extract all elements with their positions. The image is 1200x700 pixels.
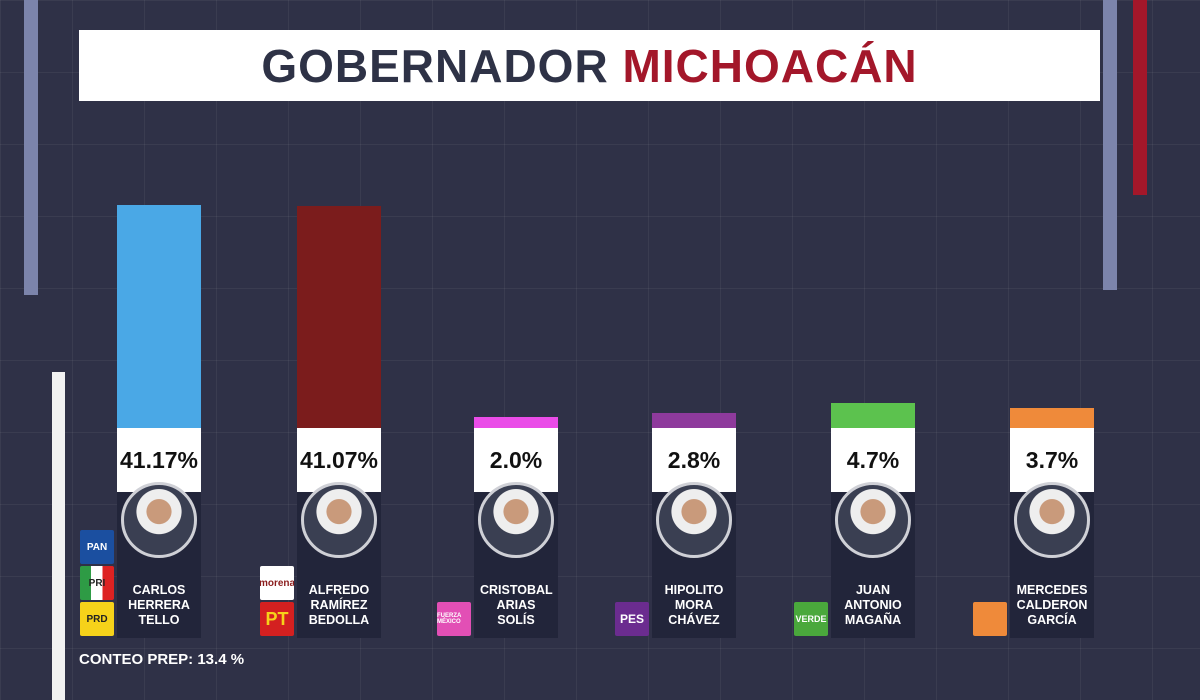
- party-logo: PES: [615, 602, 649, 636]
- candidate-name: JUAN ANTONIO MAGAÑA: [844, 583, 902, 627]
- value-label: 4.7%: [831, 428, 915, 492]
- deco-stripe: [1133, 0, 1147, 195]
- title-highlight: MICHOACÁN: [622, 39, 918, 92]
- candidate-name: HIPOLITO MORA CHÁVEZ: [664, 583, 724, 627]
- bar: [474, 417, 558, 428]
- candidate-photo: [656, 482, 732, 558]
- candidate-photo: [301, 482, 377, 558]
- party-logo: morena: [260, 566, 294, 600]
- bar: [297, 205, 381, 428]
- party-logo: [973, 602, 1007, 636]
- value-label: 3.7%: [1010, 428, 1094, 492]
- value-label: 41.17%: [117, 428, 201, 492]
- value-label: 41.07%: [297, 428, 381, 492]
- value-label: 2.0%: [474, 428, 558, 492]
- candidate-photo: [121, 482, 197, 558]
- party-logo: PT: [260, 602, 294, 636]
- candidate-name: CARLOS HERRERA TELLO: [128, 583, 190, 627]
- candidate-name: ALFREDO RAMÍREZ BEDOLLA: [308, 583, 370, 627]
- candidate-photo: [1014, 482, 1090, 558]
- candidate-photo: [835, 482, 911, 558]
- party-logo: PRD: [80, 602, 114, 636]
- party-logo: FUERZA MÉXICO: [437, 602, 471, 636]
- deco-stripe: [1103, 0, 1117, 290]
- deco-stripe: [52, 372, 65, 700]
- bar: [1010, 407, 1094, 428]
- title: GOBERNADOR: [261, 39, 609, 92]
- party-logo: VERDE: [794, 602, 828, 636]
- title-box: GOBERNADOR MICHOACÁN: [79, 30, 1100, 101]
- bar: [117, 205, 201, 428]
- candidate-name: CRISTOBAL ARIAS SOLÍS: [480, 583, 553, 627]
- candidate-name: MERCEDES CALDERON GARCÍA: [1016, 583, 1088, 627]
- value-label: 2.8%: [652, 428, 736, 492]
- footnote: CONTEO PREP: 13.4 %: [79, 651, 245, 668]
- bar: [652, 412, 736, 428]
- party-logo: PAN: [80, 530, 114, 564]
- deco-stripe: [24, 0, 38, 295]
- bar: [831, 402, 915, 428]
- party-logo: PRI: [80, 566, 114, 600]
- candidate-photo: [478, 482, 554, 558]
